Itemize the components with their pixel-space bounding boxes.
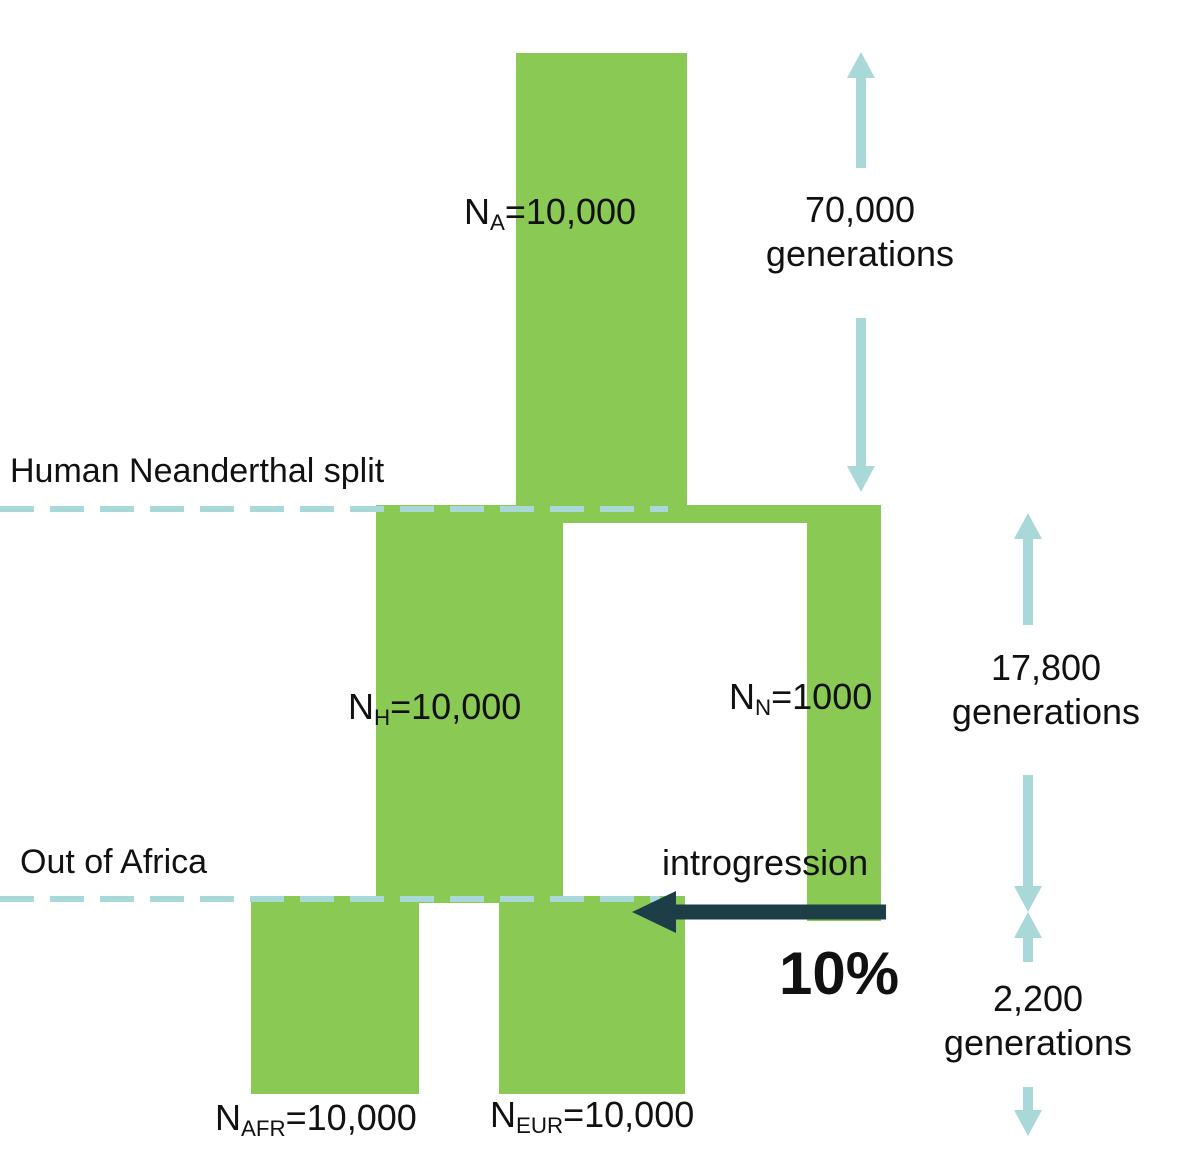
european-population-label: NEUR=10,000 xyxy=(490,1094,695,1139)
introgression-label: introgression xyxy=(662,842,869,883)
duration-arrow-2200 xyxy=(1014,912,1042,1136)
duration-arrow-17800 xyxy=(1014,513,1042,912)
human-population-label: NH=10,000 xyxy=(348,686,522,731)
duration-label-17800: 17,800 generations xyxy=(916,646,1176,734)
out-of-africa-event-label: Out of Africa xyxy=(20,843,208,881)
neanderthal-population-block xyxy=(807,505,881,921)
duration-unit: generations xyxy=(765,232,955,274)
duration-label-2200: 2,200 generations xyxy=(898,977,1178,1065)
duration-number: 2,200 xyxy=(992,978,1084,1019)
human-population-block xyxy=(376,505,563,903)
duration-number: 17,800 xyxy=(990,647,1102,688)
introgression-arrow xyxy=(632,891,886,933)
duration-arrow-70000 xyxy=(847,52,875,492)
introgression-percent: 10% xyxy=(779,940,900,1007)
duration-label-70000: 70,000 generations xyxy=(740,188,980,276)
african-population-label: NAFR=10,000 xyxy=(215,1097,417,1142)
neanderthal-population-label: NN=1000 xyxy=(729,676,873,721)
african-population-block xyxy=(251,896,419,1094)
european-population-block xyxy=(499,896,685,1094)
duration-unit: generations xyxy=(951,690,1141,732)
ancestral-population-label: NA=10,000 xyxy=(464,191,637,236)
duration-number: 70,000 xyxy=(804,189,916,230)
ancestral-population-block xyxy=(516,53,687,523)
duration-unit: generations xyxy=(943,1021,1133,1063)
split-event-label: Human Neanderthal split xyxy=(10,452,385,490)
